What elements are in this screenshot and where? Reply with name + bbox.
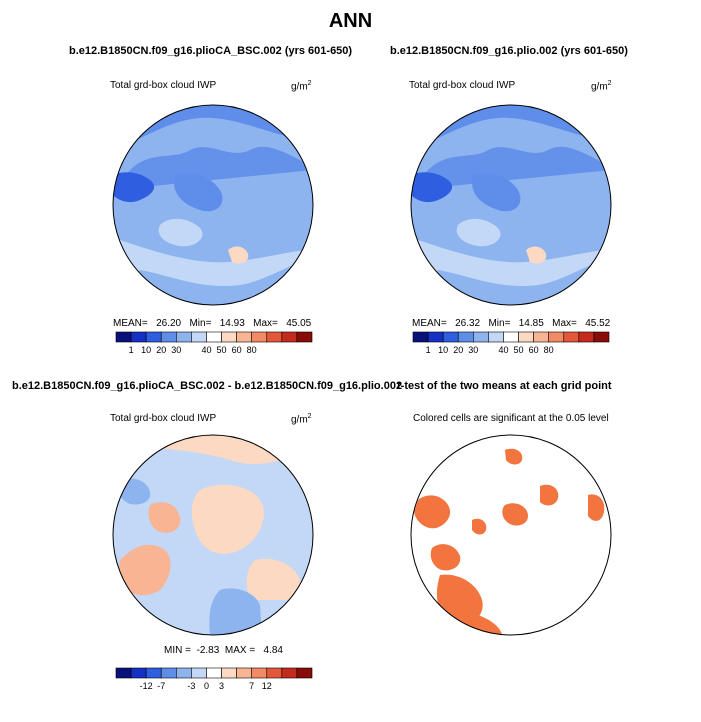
panel2-variable-label: Total grd-box cloud IWP <box>409 80 516 91</box>
panel4-case-title: t-test of the two means at each grid poi… <box>397 380 612 392</box>
colorbar-box <box>281 667 298 679</box>
colorbar-tick-label: 60 <box>529 345 539 355</box>
colorbar-tick-label: 80 <box>544 345 554 355</box>
colorbar-box <box>145 331 162 343</box>
colorbar-box <box>578 331 595 343</box>
colorbar-tick-label: 30 <box>171 345 181 355</box>
colorbar-box <box>412 331 429 343</box>
colorbar-tick-label: -12 <box>140 681 153 691</box>
panel1-variable-label: Total grd-box cloud IWP <box>110 80 217 91</box>
colorbar-tick-label: 1 <box>426 345 431 355</box>
colorbar-box <box>266 331 283 343</box>
colorbar-box <box>191 667 207 679</box>
colorbar-tick-label: 60 <box>232 345 242 355</box>
panel3-stats: MIN = -2.83 MAX = 4.84 <box>164 645 283 656</box>
colorbar-tick-label: 3 <box>219 681 224 691</box>
colorbar-box <box>115 667 132 679</box>
colorbar-tick-label: -7 <box>157 681 165 691</box>
panel3-map <box>113 435 313 635</box>
panel1-units: g/m2 <box>291 80 312 93</box>
colorbar-tick-label: 7 <box>249 681 254 691</box>
colorbar-box <box>548 331 565 343</box>
colorbar-tick-label: 1 <box>129 345 134 355</box>
colorbar-box <box>488 331 504 343</box>
colorbar-box <box>503 331 519 343</box>
colorbar-tick-label: 40 <box>498 345 508 355</box>
colorbar-box <box>296 331 313 343</box>
colorbar-box <box>533 331 549 343</box>
colorbar-tick-label: 80 <box>247 345 257 355</box>
colorbar-tick-label: 40 <box>201 345 211 355</box>
panel4-map <box>411 435 611 635</box>
colorbar-box <box>251 667 268 679</box>
colorbar-box <box>160 667 177 679</box>
colorbar-tick-label: 50 <box>217 345 227 355</box>
colorbar-box <box>457 331 474 343</box>
colorbar-box <box>296 667 313 679</box>
panel1-map <box>113 105 313 305</box>
colorbar-box <box>518 331 534 343</box>
panel3-variable-label: Total grd-box cloud IWP <box>110 413 217 424</box>
colorbar-tick-label: 30 <box>468 345 478 355</box>
colorbar-box <box>266 667 283 679</box>
colorbar-box <box>427 331 444 343</box>
colorbar-tick-label: 10 <box>141 345 151 355</box>
colorbar-box <box>115 331 132 343</box>
panel4-significance-label: Colored cells are significant at the 0.0… <box>413 413 609 424</box>
colorbar-tick-label: 20 <box>156 345 166 355</box>
panel2-case-title: b.e12.B1850CN.f09_g16.plio.002 (yrs 601-… <box>390 45 628 57</box>
colorbar-box <box>176 667 192 679</box>
panel2-map <box>411 105 611 305</box>
colorbar-box <box>191 331 207 343</box>
colorbar-tick-label: 0 <box>204 681 209 691</box>
colorbar-box <box>563 331 580 343</box>
panel1-colorbar: 1 10 20 30 40 50 60 80 <box>115 331 313 355</box>
panel2-units: g/m2 <box>591 80 612 93</box>
colorbar-box <box>236 667 252 679</box>
panel3-units: g/m2 <box>291 413 312 426</box>
colorbar-box <box>236 331 252 343</box>
colorbar-box <box>221 331 237 343</box>
colorbar-box <box>206 667 222 679</box>
panel2-colorbar: 1 10 20 30 40 50 60 80 <box>412 331 610 355</box>
colorbar-box <box>442 331 459 343</box>
colorbar-tick-label: 20 <box>453 345 463 355</box>
panel3-colorbar: -12 -7 -3 0 3 7 12 <box>115 667 313 691</box>
panel2-stats: MEAN= 26.32 Min= 14.85 Max= 45.52 <box>412 318 611 329</box>
colorbar-box <box>160 331 177 343</box>
colorbar-tick-label: 12 <box>262 681 272 691</box>
colorbar-box <box>593 331 610 343</box>
colorbar-box <box>251 331 268 343</box>
colorbar-box <box>130 667 147 679</box>
colorbar-box <box>281 331 298 343</box>
panel1-case-title: b.e12.B1850CN.f09_g16.plioCA_BSC.002 (yr… <box>69 45 353 57</box>
colorbar-box <box>176 331 192 343</box>
colorbar-box <box>206 331 222 343</box>
colorbar-tick-label: 50 <box>514 345 524 355</box>
colorbar-box <box>221 667 237 679</box>
main-title: ANN <box>328 10 373 32</box>
colorbar-tick-label: -3 <box>187 681 195 691</box>
panel1-stats: MEAN= 26.20 Min= 14.93 Max= 45.05 <box>113 318 312 329</box>
panel3-case-title: b.e12.B1850CN.f09_g16.plioCA_BSC.002 - b… <box>12 380 403 392</box>
colorbar-box <box>473 331 489 343</box>
colorbar-tick-label: 10 <box>438 345 448 355</box>
colorbar-box <box>130 331 147 343</box>
colorbar-box <box>145 667 162 679</box>
